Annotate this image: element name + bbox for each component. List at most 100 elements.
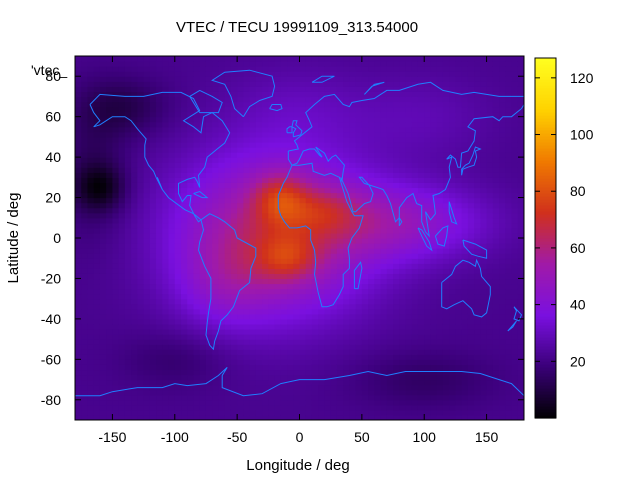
heatmap-cell xyxy=(181,404,188,411)
heatmap-cell xyxy=(411,238,419,244)
heatmap-cell xyxy=(343,207,350,214)
heatmap-cell xyxy=(386,369,394,376)
heatmap-cell xyxy=(393,344,400,350)
heatmap-cell xyxy=(442,364,450,371)
heatmap-cell xyxy=(156,258,163,264)
heatmap-cell xyxy=(355,136,363,143)
heatmap-cell xyxy=(486,81,494,87)
heatmap-cell xyxy=(99,404,107,411)
heatmap-cell xyxy=(417,192,425,199)
heatmap-cell xyxy=(293,318,301,325)
heatmap-cell xyxy=(486,86,494,92)
heatmap-cell xyxy=(162,323,170,330)
heatmap-cell xyxy=(205,96,213,103)
heatmap-cell xyxy=(255,96,263,103)
heatmap-cell xyxy=(330,389,338,396)
heatmap-cell xyxy=(149,121,157,128)
heatmap-cell xyxy=(299,116,307,123)
heatmap-cell xyxy=(474,91,481,98)
heatmap-cell xyxy=(118,66,126,72)
heatmap-cell xyxy=(411,263,419,269)
heatmap-cell xyxy=(106,374,114,381)
heatmap-cell xyxy=(218,253,226,259)
heatmap-cell xyxy=(262,323,269,330)
heatmap-cell xyxy=(343,344,350,350)
heatmap-cell xyxy=(205,101,213,108)
heatmap-cell xyxy=(343,384,350,391)
heatmap-cell xyxy=(212,359,220,365)
heatmap-cell xyxy=(243,111,251,118)
heatmap-cell xyxy=(224,152,232,158)
heatmap-cell xyxy=(131,369,138,376)
heatmap-cell xyxy=(199,293,207,300)
heatmap-cell xyxy=(417,303,425,310)
heatmap-cell xyxy=(255,66,263,72)
heatmap-cell xyxy=(106,404,114,411)
heatmap-cell xyxy=(361,106,369,113)
heatmap-cell xyxy=(156,232,163,239)
heatmap-cell xyxy=(224,273,232,280)
heatmap-cell xyxy=(162,172,170,178)
heatmap-cell xyxy=(218,359,226,365)
heatmap-cell xyxy=(492,273,500,280)
heatmap-cell xyxy=(93,379,101,386)
heatmap-cell xyxy=(255,303,263,310)
heatmap-cell xyxy=(268,293,276,300)
heatmap-cell xyxy=(218,313,226,320)
heatmap-cell xyxy=(305,334,313,340)
heatmap-cell xyxy=(324,364,332,371)
heatmap-cell xyxy=(305,192,313,199)
heatmap-cell xyxy=(330,344,338,350)
heatmap-cell xyxy=(374,399,382,406)
heatmap-cell xyxy=(218,227,226,234)
heatmap-cell xyxy=(131,217,138,224)
heatmap-cell xyxy=(399,96,407,103)
heatmap-cell xyxy=(480,293,488,300)
heatmap-cell xyxy=(81,359,89,365)
heatmap-cell xyxy=(268,404,276,411)
heatmap-cell xyxy=(268,283,276,290)
heatmap-cell xyxy=(467,313,475,320)
heatmap-cell xyxy=(399,197,407,204)
heatmap-cell xyxy=(149,243,157,249)
heatmap-cell xyxy=(430,414,438,420)
heatmap-cell xyxy=(218,329,226,335)
heatmap-cell xyxy=(368,81,375,87)
heatmap-cell xyxy=(461,394,469,401)
heatmap-cell xyxy=(93,212,101,219)
heatmap-cell xyxy=(305,141,313,148)
heatmap-cell xyxy=(274,238,282,244)
heatmap-cell xyxy=(106,409,114,416)
heatmap-cell xyxy=(99,126,107,133)
heatmap-cell xyxy=(137,217,145,224)
heatmap-cell xyxy=(106,303,114,310)
heatmap-cell xyxy=(318,318,326,325)
heatmap-cell xyxy=(480,404,488,411)
heatmap-cell xyxy=(449,91,457,98)
heatmap-cell xyxy=(486,162,494,168)
heatmap-cell xyxy=(311,76,319,82)
heatmap-cell xyxy=(492,202,500,209)
heatmap-cell xyxy=(255,222,263,229)
heatmap-cell xyxy=(492,217,500,224)
heatmap-cell xyxy=(492,212,500,219)
heatmap-cell xyxy=(455,101,463,108)
heatmap-cell xyxy=(181,334,188,340)
heatmap-cell xyxy=(93,56,101,62)
heatmap-cell xyxy=(224,374,232,381)
heatmap-cell xyxy=(455,136,463,143)
heatmap-cell xyxy=(424,313,432,320)
heatmap-cell xyxy=(205,147,213,153)
heatmap-cell xyxy=(505,399,513,406)
heatmap-cell xyxy=(237,323,244,330)
heatmap-cell xyxy=(205,222,213,229)
heatmap-cell xyxy=(93,329,101,335)
heatmap-cell xyxy=(361,172,369,178)
heatmap-cell xyxy=(380,349,388,355)
heatmap-cell xyxy=(118,283,126,290)
heatmap-cell xyxy=(336,106,344,113)
heatmap-cell xyxy=(449,172,457,178)
heatmap-cell xyxy=(156,243,163,249)
heatmap-cell xyxy=(274,91,282,98)
heatmap-cell xyxy=(386,172,394,178)
